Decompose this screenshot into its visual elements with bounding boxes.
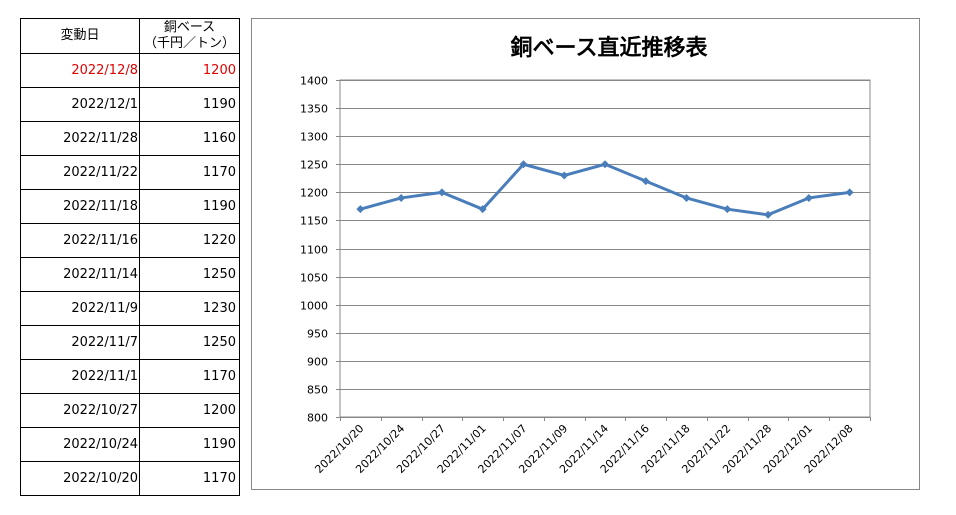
table-row: 2022/10/27 1200 [20,393,240,428]
y-tick-label: 1300 [300,131,328,144]
row-price: 1220 [139,223,240,258]
row-price: 1170 [139,461,240,496]
y-tick-label: 1400 [300,75,328,88]
row-price: 1250 [139,325,240,360]
row-date: 2022/10/27 [20,393,140,428]
row-date: 2022/11/1 [20,359,140,394]
row-price: 1250 [139,257,240,292]
table-row: 2022/10/20 1170 [20,461,240,496]
data-point [723,205,732,214]
y-tick-label: 950 [307,328,328,341]
table-row: 2022/11/14 1250 [20,257,240,292]
data-point [437,188,446,197]
y-tick-label: 850 [307,384,328,397]
table-row: 2022/11/28 1160 [20,121,240,156]
table-row: 2022/12/1 1190 [20,87,240,122]
row-price: 1230 [139,291,240,326]
y-tick-label: 1150 [300,215,328,228]
y-tick-label: 1100 [300,244,328,257]
y-tick-label: 1050 [300,272,328,285]
y-tick-label: 800 [307,412,328,425]
data-point [356,205,365,214]
table-row: 2022/10/24 1190 [20,427,240,462]
y-tick-label: 900 [307,356,328,369]
row-date: 2022/12/8 [20,53,140,88]
header-price-line1: 銅ベース [163,20,216,35]
row-date: 2022/10/24 [20,427,140,462]
row-date: 2022/11/7 [20,325,140,360]
table-row: 2022/11/7 1250 [20,325,240,360]
row-price: 1160 [139,121,240,156]
row-date: 2022/12/1 [20,87,140,122]
table-row: 2022/11/18 1190 [20,189,240,224]
data-point [764,210,773,219]
row-price: 1190 [139,427,240,462]
data-point [682,193,691,202]
row-date: 2022/11/16 [20,223,140,258]
row-price: 1190 [139,189,240,224]
row-date: 2022/11/9 [20,291,140,326]
chart-title: 銅ベース直近推移表 [511,35,709,61]
table-row: 2022/11/9 1230 [20,291,240,326]
data-point [601,160,609,169]
row-date: 2022/10/20 [20,461,140,496]
data-point [478,205,487,214]
table-row: 2022/11/22 1170 [20,155,240,190]
y-tick-label: 1000 [300,300,328,313]
data-point [519,160,528,169]
header-price-line2: （千円／トン） [143,36,235,51]
row-price: 1200 [139,53,240,88]
row-price: 1170 [139,155,240,190]
data-point [397,193,406,202]
data-point [804,193,813,202]
y-tick-label: 1350 [300,103,328,116]
row-price: 1200 [139,393,240,428]
price-table: 変動日 銅ベース （千円／トン） 2022/12/8 1200 2022/12/1 1… [20,18,240,496]
row-price: 1190 [139,87,240,122]
data-point [641,177,650,186]
table-row: 2022/12/8 1200 [20,53,240,88]
row-price: 1170 [139,359,240,394]
line-chart: 銅ベース直近推移表 800 850 900 950 1000 1050 1100 1150 120… [300,35,871,476]
chart-area: 銅ベース直近推移表 800 850 900 950 1000 1050 1100 1150 120… [251,18,920,490]
header-date: 変動日 [20,18,140,54]
data-point [560,171,569,180]
row-date: 2022/11/14 [20,257,140,292]
header-price: 銅ベース （千円／トン） [139,18,240,54]
row-date: 2022/11/22 [20,155,140,190]
table-row: 2022/11/16 1220 [20,223,240,258]
y-tick-label: 1250 [300,159,328,172]
row-date: 2022/11/28 [20,121,140,156]
y-tick-label: 1200 [300,187,328,200]
data-point [845,188,854,197]
plot-area [339,79,871,418]
table-header-row: 変動日 銅ベース （千円／トン） [20,18,240,54]
row-date: 2022/11/18 [20,189,140,224]
table-row: 2022/11/1 1170 [20,359,240,394]
